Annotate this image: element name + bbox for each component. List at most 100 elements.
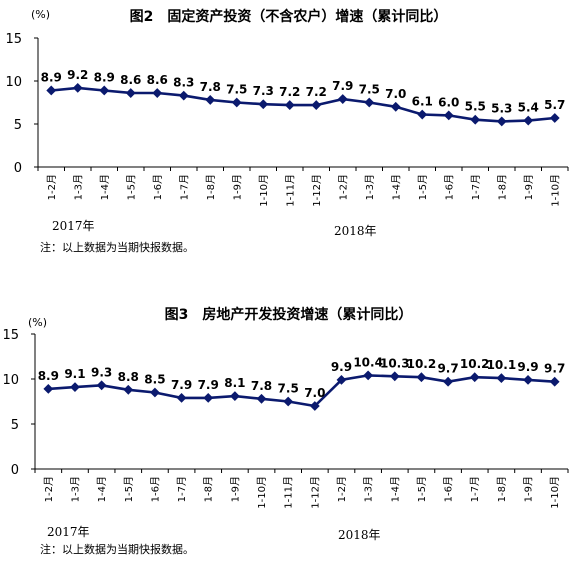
x-tick-label: 1-5月	[417, 174, 429, 200]
data-label: 8.6	[120, 73, 141, 87]
x-tick-label: 1-3月	[69, 476, 81, 502]
year-label-2017: 2017年	[47, 525, 90, 539]
series-line	[48, 374, 555, 408]
x-tick-label: 1-7月	[469, 476, 481, 502]
data-point-marker	[390, 101, 401, 112]
y-axis-unit: (%)	[31, 8, 51, 21]
x-tick-label: 1-4月	[389, 476, 401, 502]
data-label: 9.9	[331, 360, 352, 374]
data-label: 8.9	[41, 70, 62, 84]
x-tick-label: 1-10月	[549, 174, 561, 207]
data-point-marker	[549, 376, 560, 387]
x-tick-label: 1-9月	[523, 476, 535, 502]
line-chart-svg: 0 5 10 15 1-2月 1-3月 1-4月 1-5月 1-6月 1-7月 1-8月 1-9月 1-…	[2, 328, 569, 509]
data-point-marker	[549, 113, 560, 123]
x-tick-label: 1-2月	[336, 476, 348, 502]
data-point-marker	[364, 97, 375, 108]
data-point-marker	[311, 100, 322, 110]
x-tick-label: 1-8月	[496, 476, 508, 502]
data-point-marker	[496, 116, 507, 127]
data-point-marker	[443, 376, 453, 387]
x-tick-label: 1-7月	[176, 476, 188, 502]
data-point-marker	[99, 85, 110, 96]
data-label: 9.3	[91, 365, 112, 379]
data-point-marker	[363, 370, 374, 381]
y-tick-label: 15	[5, 32, 22, 47]
data-label: 7.8	[251, 379, 272, 393]
x-tick-label: 1-3月	[72, 174, 84, 200]
y-tick-label: 10	[2, 373, 19, 388]
data-label: 8.1	[224, 376, 245, 390]
data-label: 9.9	[517, 360, 538, 374]
data-point-marker	[258, 99, 269, 110]
data-label: 7.5	[359, 83, 380, 97]
data-label: 9.7	[544, 362, 565, 376]
chart-title: 图3 房地产开发投资增速（累计同比）	[164, 307, 413, 323]
data-point-marker	[178, 90, 189, 101]
x-tick-label: 1-6月	[149, 476, 161, 502]
data-point-marker	[205, 95, 216, 105]
x-tick-label: 1-5月	[125, 174, 137, 200]
year-label-2018: 2018年	[334, 224, 377, 238]
y-tick-label: 5	[11, 418, 19, 433]
data-label: 5.7	[544, 98, 565, 112]
data-point-marker	[523, 374, 533, 385]
y-tick-label: 5	[14, 118, 22, 133]
x-tick-label: 1-7月	[178, 174, 190, 200]
data-point-marker	[96, 380, 107, 391]
data-label: 10.1	[487, 358, 517, 372]
data-label: 8.6	[147, 73, 168, 87]
data-point-marker	[416, 372, 427, 383]
y-tick-label: 0	[14, 161, 22, 176]
data-point-marker	[284, 100, 295, 110]
data-point-marker	[231, 97, 242, 108]
data-point-marker	[72, 82, 83, 93]
data-point-marker	[150, 387, 160, 398]
data-point-marker	[70, 382, 80, 393]
data-point-marker	[229, 391, 240, 402]
data-label: 10.4	[353, 355, 383, 369]
x-tick-label: 1-4月	[96, 476, 108, 502]
footnote: 注：以上数据为当期快报数据。	[40, 241, 194, 254]
data-label: 6.1	[412, 95, 433, 109]
data-point-marker	[283, 396, 294, 407]
x-tick-label: 1-6月	[152, 174, 164, 200]
y-tick-label: 15	[2, 328, 19, 343]
data-label: 7.5	[226, 83, 247, 97]
data-point-marker	[176, 392, 187, 403]
y-tick-label: 10	[5, 75, 22, 90]
data-point-marker	[337, 94, 348, 104]
data-label: 8.9	[38, 369, 59, 383]
data-label: 8.3	[173, 76, 194, 90]
x-tick-label: 1-2月	[337, 174, 349, 200]
chart-panel-real-estate-investment: 图3 房地产开发投资增速（累计同比） (%) 0 5 10 15 1-2月 1-3月 1-4…	[0, 288, 577, 561]
data-label: 10.2	[407, 357, 437, 371]
data-label: 5.3	[491, 101, 512, 115]
data-point-marker	[203, 392, 214, 403]
x-tick-label: 1-10月	[258, 174, 270, 207]
x-tick-label: 1-12月	[311, 174, 323, 207]
data-point-marker	[443, 110, 454, 121]
x-tick-label: 1-9月	[231, 174, 243, 200]
data-point-marker	[523, 115, 534, 126]
x-tick-label: 1-6月	[443, 476, 455, 502]
data-label: 9.1	[64, 367, 85, 381]
data-point-marker	[46, 85, 57, 96]
data-label: 7.9	[171, 378, 192, 392]
data-label: 9.2	[67, 68, 88, 82]
x-tick-label: 1-7月	[470, 174, 482, 200]
x-tick-label: 1-5月	[416, 476, 428, 502]
data-label: 7.3	[253, 84, 274, 98]
data-label: 10.3	[380, 356, 410, 370]
x-tick-label: 1-8月	[496, 174, 508, 200]
data-label: 8.9	[94, 70, 115, 84]
data-label: 7.8	[200, 80, 221, 94]
data-label: 10.2	[460, 357, 490, 371]
x-tick-label: 1-11月	[283, 476, 295, 509]
x-tick-label: 1-6月	[443, 174, 455, 200]
data-label: 9.7	[437, 362, 458, 376]
data-point-marker	[125, 88, 136, 98]
data-label: 5.5	[465, 100, 486, 114]
data-label: 7.2	[306, 85, 327, 99]
year-label-2017: 2017年	[52, 219, 95, 233]
